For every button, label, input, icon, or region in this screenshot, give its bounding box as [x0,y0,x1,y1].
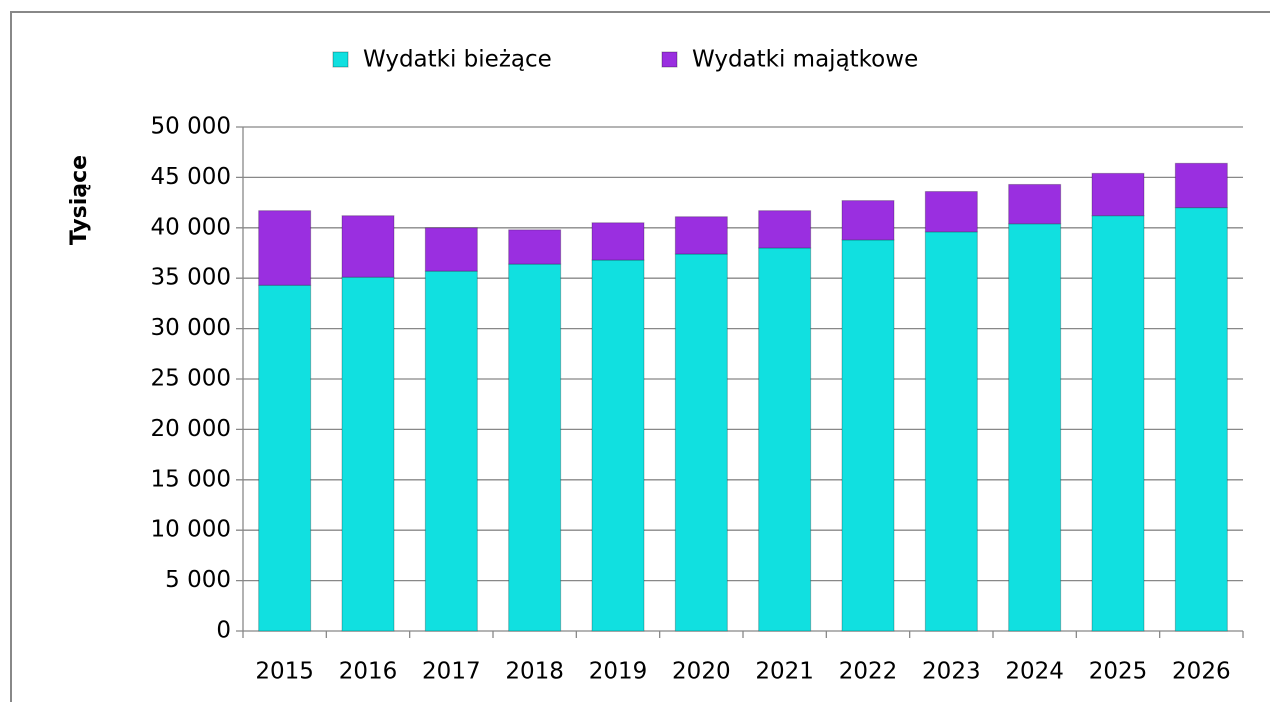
x-tick-label: 2019 [589,659,648,685]
y-tick-label: 30 000 [151,315,231,341]
bar-segment [841,200,895,241]
bar-segment [1174,162,1228,209]
bar-segment [1174,207,1228,632]
bar-segment [508,263,562,632]
bar-segment [341,276,395,632]
bar-segment [424,270,478,632]
x-tick-label: 2020 [672,659,731,685]
x-tick-label: 2016 [339,659,398,685]
bar-segment [924,191,978,233]
bar-segment [591,259,645,632]
y-tick-label: 25 000 [151,366,231,392]
legend-label: Wydatki bieżące [363,47,552,73]
x-tick-label: 2026 [1172,659,1231,685]
y-tick-label: 10 000 [151,517,231,543]
bar-segment [1091,215,1145,632]
bar-segment [674,253,728,632]
bar-segment [924,231,978,632]
x-tick-label: 2015 [255,659,314,685]
x-tick-label: 2021 [755,659,814,685]
legend-swatch [661,51,678,68]
y-tick-label: 5 000 [165,567,231,593]
bar-segment [258,210,312,286]
bar-segment [341,215,395,278]
bar-segment [1008,223,1062,632]
x-tick-label: 2022 [839,659,898,685]
y-axis-label: Tysiące [67,155,92,245]
bar-segment [674,216,728,255]
x-tick-label: 2025 [1089,659,1148,685]
bar-segment [1008,183,1062,225]
bar-segment [424,227,478,272]
frame [10,11,1270,702]
y-tick-label: 15 000 [151,466,231,492]
y-tick-label: 0 [216,618,231,644]
y-tick-label: 20 000 [151,416,231,442]
bar-segment [1091,172,1145,217]
y-tick-label: 35 000 [151,265,231,291]
x-tick-label: 2024 [1005,659,1064,685]
bar-segment [591,222,645,261]
bar-segment [258,284,312,632]
y-tick-label: 45 000 [151,164,231,190]
legend-swatch [332,51,349,68]
x-tick-label: 2023 [922,659,981,685]
y-tick-label: 40 000 [151,214,231,240]
x-tick-label: 2018 [505,659,564,685]
y-tick-label: 50 000 [151,114,231,140]
bar-segment [758,247,812,632]
bar-segment [758,210,812,249]
legend: Wydatki bieżące Wydatki majątkowe [332,47,918,73]
x-tick-label: 2017 [422,659,481,685]
bar-segment [841,239,895,632]
bar-segment [508,229,562,265]
legend-label: Wydatki majątkowe [692,47,918,73]
